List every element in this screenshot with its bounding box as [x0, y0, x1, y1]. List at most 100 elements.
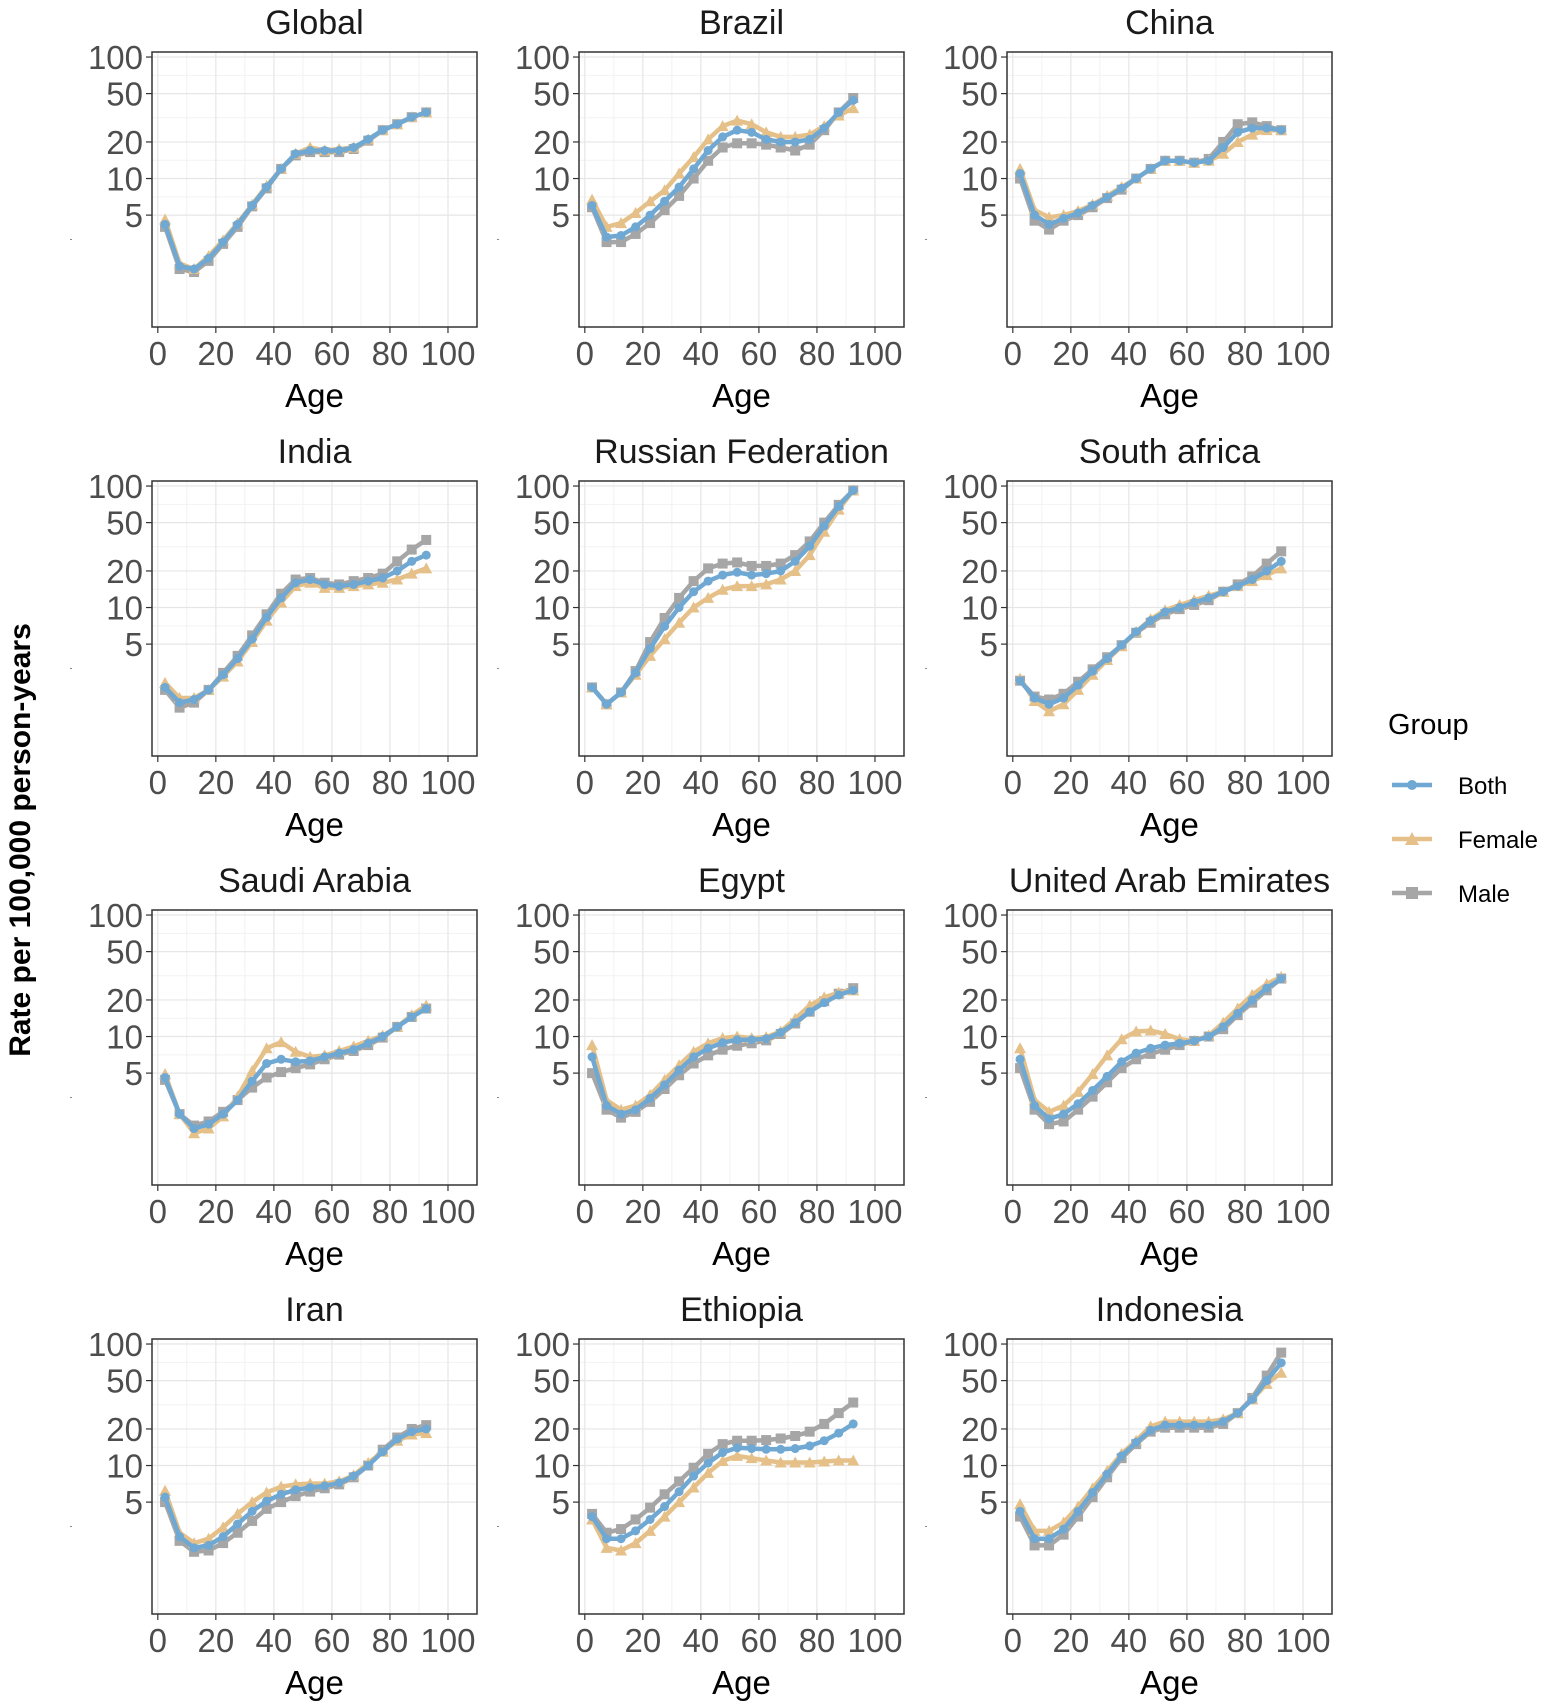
data-point-male	[1087, 1091, 1098, 1102]
data-point-both	[616, 1109, 626, 1119]
data-point-both	[1276, 974, 1286, 984]
x-tick-label: 100	[1275, 335, 1330, 372]
data-point-male	[290, 1491, 301, 1502]
legend-key-marker	[1406, 887, 1418, 899]
x-tick-label: 40	[683, 764, 720, 801]
data-point-male	[688, 1462, 699, 1473]
data-point-female	[745, 1452, 758, 1464]
data-point-both	[1175, 1038, 1185, 1048]
series-male-ethiopia	[587, 1397, 859, 1538]
data-point-male	[804, 536, 815, 547]
data-point-female	[702, 133, 715, 145]
data-point-both	[1175, 1420, 1185, 1430]
x-tick-label: 60	[314, 1193, 351, 1230]
data-point-both	[819, 1436, 829, 1446]
x-tick-label: 60	[741, 764, 778, 801]
data-point-both	[1117, 1057, 1127, 1067]
data-point-female	[202, 1532, 215, 1544]
data-point-male	[174, 702, 185, 713]
data-point-male	[674, 1476, 685, 1487]
data-point-female	[1043, 705, 1056, 717]
data-point-both	[421, 1424, 431, 1434]
data-point-both	[320, 579, 330, 589]
data-point-female	[260, 1042, 273, 1054]
panel-title-india: India	[278, 433, 352, 471]
data-point-female	[774, 573, 787, 585]
x-tick-label: 100	[847, 1193, 902, 1230]
data-point-both	[602, 1101, 612, 1111]
data-point-both	[1247, 995, 1257, 1005]
data-point-both	[834, 501, 844, 511]
data-point-both	[175, 261, 185, 271]
data-point-both	[1044, 1534, 1054, 1544]
panel-background	[152, 481, 477, 756]
data-point-both	[349, 1471, 359, 1481]
data-point-both	[1262, 123, 1272, 133]
data-point-male	[688, 173, 699, 184]
data-point-both	[392, 1434, 402, 1444]
data-point-both	[276, 164, 286, 174]
data-point-both	[689, 1052, 699, 1062]
panel-border	[1006, 1338, 1333, 1615]
data-point-both	[761, 1444, 771, 1454]
data-point-both	[291, 1057, 301, 1067]
data-point-both	[703, 1458, 713, 1468]
data-point-both	[1015, 1506, 1025, 1516]
x-tick-label: 40	[683, 335, 720, 372]
data-point-male	[804, 1426, 815, 1437]
data-point-both	[407, 556, 417, 566]
legend-label-male: Male	[1458, 881, 1510, 908]
data-point-both	[320, 1481, 330, 1491]
y-tick-label: 20	[961, 553, 998, 590]
data-point-female	[1101, 1049, 1114, 1061]
data-point-male	[1131, 1054, 1142, 1065]
y-tick-label: 50	[533, 1363, 570, 1400]
y-tick-label: 20	[533, 982, 570, 1019]
data-point-female	[760, 1454, 773, 1466]
data-point-male	[1044, 1540, 1055, 1551]
panel-background	[152, 52, 477, 327]
data-point-both	[616, 687, 626, 697]
data-point-both	[1175, 156, 1185, 166]
data-point-both	[776, 566, 786, 576]
data-point-both	[616, 230, 626, 240]
legend-key-marker	[1405, 832, 1419, 845]
data-point-female	[1115, 1033, 1128, 1045]
y-tick-label: 20	[106, 553, 143, 590]
data-point-both	[819, 998, 829, 1008]
data-point-both	[1044, 1114, 1054, 1124]
data-point-male	[616, 1524, 627, 1535]
data-point-both	[587, 1052, 597, 1062]
data-point-female	[745, 580, 758, 592]
data-point-male	[761, 139, 772, 150]
data-point-male	[732, 1435, 743, 1446]
data-point-female	[1043, 211, 1056, 223]
data-point-both	[689, 164, 699, 174]
data-point-female	[847, 1454, 860, 1466]
data-point-both	[247, 634, 257, 644]
data-point-male	[703, 1448, 714, 1459]
y-tick-label: 100	[88, 897, 143, 934]
data-point-both	[1030, 210, 1040, 220]
data-point-both	[761, 569, 771, 579]
data-point-both	[834, 990, 844, 1000]
data-point-both	[334, 1048, 344, 1058]
data-point-both	[1131, 174, 1141, 184]
y-tick-label: 50	[533, 934, 570, 971]
data-point-both	[703, 1043, 713, 1053]
data-point-both	[732, 567, 742, 577]
data-point-male	[717, 1439, 728, 1450]
panel-border	[1006, 51, 1333, 328]
data-point-both	[1146, 1425, 1156, 1435]
y-tick-label: 100	[515, 39, 570, 76]
data-point-male	[276, 1067, 287, 1078]
x-tick-label: 0	[576, 1193, 594, 1230]
data-point-both	[392, 1022, 402, 1032]
data-point-both	[805, 1007, 815, 1017]
y-tick-label: 5	[125, 1484, 143, 1521]
data-point-both	[276, 1054, 286, 1064]
data-point-male	[717, 558, 728, 569]
